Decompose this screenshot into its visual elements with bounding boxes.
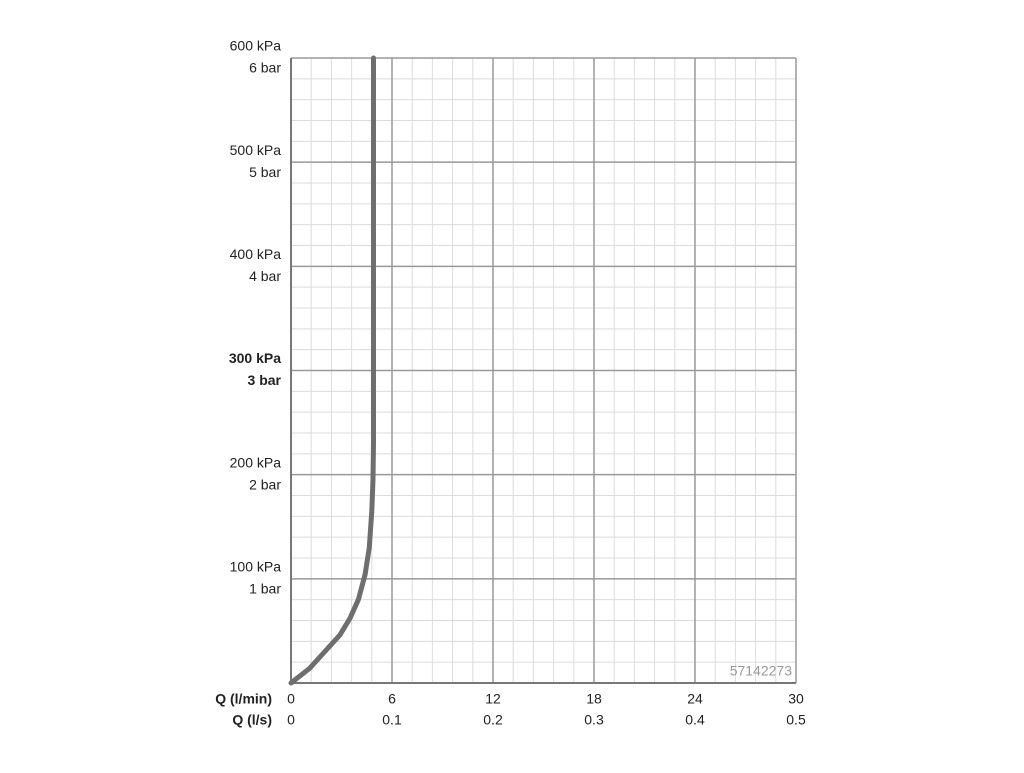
watermark: 57142273: [730, 663, 793, 679]
y2-tick-label: 2 bar: [249, 476, 281, 492]
y-tick-label: 500 kPa: [230, 142, 282, 158]
y2-tick-label: 5 bar: [249, 164, 281, 180]
x2-tick-label: 0.4: [685, 712, 705, 728]
x2-tick-label: 0.2: [483, 712, 503, 728]
y-tick-label: 600 kPa: [230, 38, 282, 54]
y-tick-label: 200 kPa: [230, 454, 282, 470]
y2-tick-label: 1 bar: [249, 581, 281, 597]
x-tick-label: 6: [388, 691, 396, 707]
x-tick-label: 18: [586, 691, 602, 707]
y2-tick-label: 6 bar: [249, 60, 281, 76]
y2-tick-label: 3 bar: [248, 372, 282, 388]
x2-tick-label: 0.5: [786, 712, 806, 728]
x-tick-label: 0: [287, 691, 295, 707]
x2-tick-label: 0.3: [584, 712, 604, 728]
y-tick-label: 100 kPa: [230, 559, 282, 575]
x-axis-title: Q (l/min): [215, 691, 272, 707]
x2-tick-label: 0.1: [382, 712, 402, 728]
y-tick-label: 400 kPa: [230, 246, 282, 262]
x2-tick-label: 0: [287, 712, 295, 728]
x-tick-label: 24: [687, 691, 703, 707]
flow-curve: [288, 55, 376, 686]
y-tick-label: 300 kPa: [229, 350, 281, 366]
x-tick-label: 30: [788, 691, 804, 707]
x-tick-label: 12: [485, 691, 501, 707]
y2-tick-label: 4 bar: [249, 268, 281, 284]
x2-axis-title: Q (l/s): [232, 712, 272, 728]
